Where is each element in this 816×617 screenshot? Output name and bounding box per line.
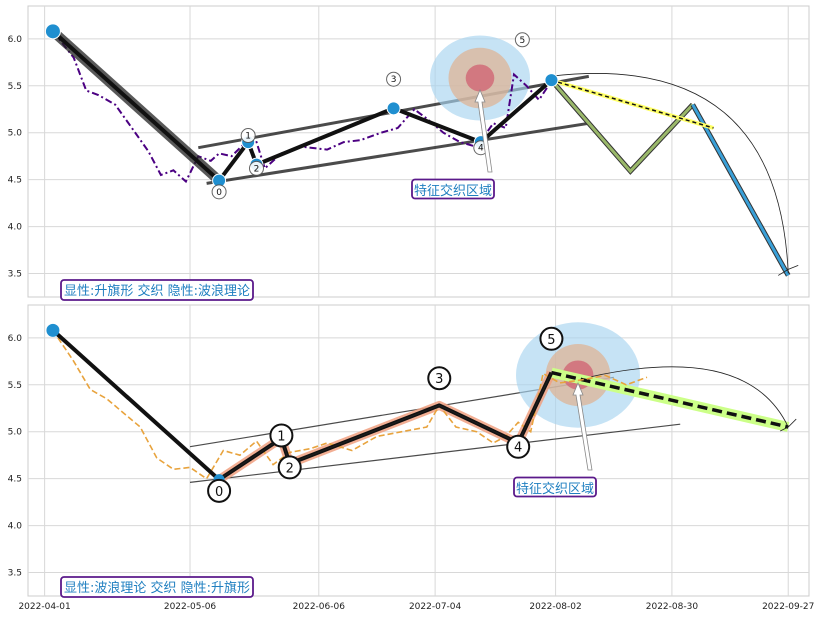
y-tick-label: 5.5 (8, 381, 22, 391)
wave-label-circle (514, 32, 530, 48)
wave-label-text: 0 (215, 485, 223, 500)
y-tick-label: 3.5 (8, 569, 22, 579)
panel-label-text: 显性:升旗形 交织 隐性:波浪理论 (64, 283, 250, 299)
wave-label-circle (539, 326, 564, 351)
forecast-arc-head (778, 265, 799, 276)
annotation-box (411, 178, 495, 200)
annotation-arrow (572, 381, 593, 471)
wave-label-text: 5 (547, 333, 555, 348)
x-tick-label: 2022-05-06 (164, 602, 217, 612)
pivot-point (46, 323, 60, 337)
channel-lower-line (189, 423, 681, 483)
wave-label-text: 4 (514, 441, 522, 456)
wave-label-circle (277, 455, 302, 480)
wave-label-circle (207, 478, 232, 503)
pivot-point (544, 73, 559, 88)
forecast-dashed-line (551, 370, 789, 429)
wave-label-circle (211, 184, 227, 200)
x-tick-label: 2022-08-30 (646, 602, 699, 612)
panel-label-box (60, 576, 254, 598)
panel-label-text: 显性:波浪理论 交织 隐性:升旗形 (64, 580, 250, 596)
zone-inner (465, 64, 495, 92)
annotation-box (513, 476, 597, 498)
annotation-arrow (474, 88, 493, 173)
x-tick-label: 2022-07-04 (409, 602, 462, 612)
y-tick-label: 3.5 (8, 270, 22, 280)
wave-label-text: 5 (519, 36, 525, 46)
x-tick-label: 2022-04-01 (18, 602, 70, 612)
wave-label-circle (269, 423, 294, 448)
y-tick-label: 5.5 (8, 82, 22, 92)
wave-label-text: 3 (435, 372, 443, 387)
wave-label-circle (240, 128, 256, 144)
wave-center-line (218, 372, 552, 481)
forecast-dashed-line (551, 79, 714, 129)
y-tick-label: 4.5 (8, 475, 22, 485)
wave-label-circle (427, 366, 452, 391)
y-tick-label: 4.0 (8, 522, 23, 532)
wave-label-circle (248, 160, 264, 176)
forecast-blue-line (691, 103, 790, 277)
annotation-text: 特征交织区域 (516, 481, 594, 497)
y-tick-label: 4.0 (8, 223, 23, 233)
wave-label-text: 1 (245, 132, 251, 142)
x-tick-label: 2022-08-02 (529, 602, 581, 612)
forecast-arc-head (780, 418, 797, 432)
wave-label-text: 4 (478, 144, 484, 154)
x-tick-label: 2022-06-06 (293, 602, 346, 612)
forecast-arc (591, 366, 789, 428)
y-tick-label: 5.0 (8, 129, 23, 139)
plot-frame (27, 304, 810, 597)
y-tick-label: 6.0 (8, 334, 23, 344)
panel-label-box (60, 279, 254, 301)
pivot-point (386, 101, 401, 116)
wave-label-circle (506, 434, 531, 459)
annotation-text: 特征交织区域 (414, 183, 492, 199)
y-tick-label: 4.5 (8, 176, 22, 186)
forecast-arc (551, 73, 789, 274)
y-tick-label: 6.0 (8, 35, 23, 45)
pivot-point (44, 23, 61, 40)
y-tick-label: 5.0 (8, 428, 23, 438)
wave-label-text: 2 (286, 461, 294, 476)
wave-label-text: 0 (216, 188, 222, 198)
wave-label-circle (386, 71, 402, 87)
forecast-green-line (550, 79, 694, 174)
wave-label-text: 2 (254, 164, 260, 174)
x-tick-label: 2022-09-27 (762, 602, 814, 612)
channel-lower-line (206, 121, 590, 185)
wave-label-text: 1 (277, 429, 285, 444)
wave-label-text: 3 (391, 75, 397, 85)
